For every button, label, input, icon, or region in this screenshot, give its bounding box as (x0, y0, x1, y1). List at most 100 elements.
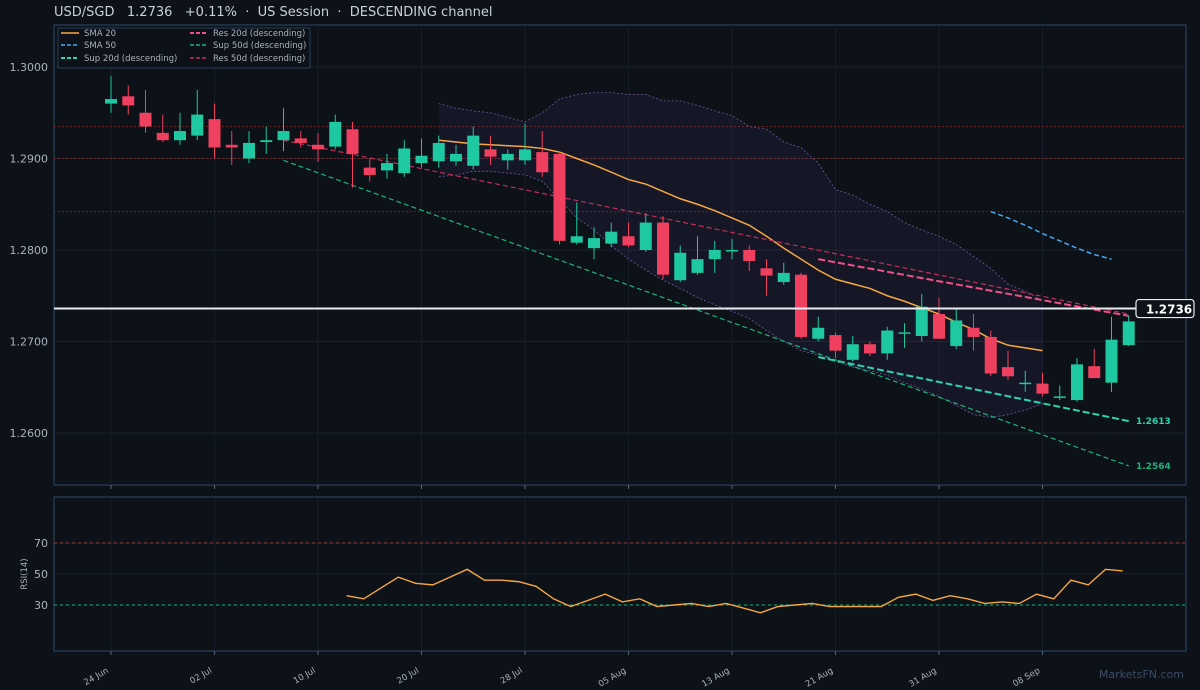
candle-body (1122, 321, 1135, 346)
series-line-sup-20d-descending- (818, 356, 1129, 423)
rsi-y-tick-label: 30 (34, 599, 48, 612)
candle-body (1088, 366, 1101, 379)
candle-body (605, 231, 618, 244)
y-tick-label: 1.2700 (10, 336, 49, 349)
candle-body (1071, 364, 1083, 401)
y-tick-label: 1.2900 (10, 153, 49, 166)
x-tick-label: 28 Jul (499, 666, 525, 687)
price-panel: 1.2600 1.2700 1.2800 1.2900 1.3000 1.2736 1.26… (10, 24, 1195, 489)
candle-body (381, 163, 393, 171)
candle-body (1036, 383, 1049, 394)
legend-label: SMA 50 (84, 41, 116, 51)
candle-body (1019, 382, 1032, 385)
candle-body (743, 250, 756, 261)
candle-body (501, 153, 514, 161)
x-tick-label: 24 Jun (82, 666, 110, 688)
candle-body (812, 327, 825, 339)
candle-body (933, 314, 945, 339)
candle-body (881, 330, 894, 354)
x-tick-label: 05 Aug (597, 666, 628, 690)
candle-body (156, 132, 169, 141)
candle-body (484, 149, 497, 157)
candle-body (570, 236, 583, 243)
candle-body (260, 140, 273, 143)
brand-watermark: MarketsFN.com (1098, 668, 1184, 681)
price-panel-frame (53, 24, 1187, 486)
candle-body (846, 344, 859, 360)
candle-body (657, 222, 669, 275)
x-tick-label: 10 Jul (292, 666, 318, 687)
rsi-axis-label: RSI(14) (20, 558, 30, 589)
legend-box (57, 27, 311, 69)
chart-title: USD/SGD 1.2736 +0.11% · US Session · DES… (54, 5, 493, 20)
y-tick-label: 1.3000 (10, 61, 49, 74)
candle-body (329, 121, 342, 147)
candle-body (622, 236, 635, 246)
candle-body (1002, 367, 1014, 377)
candle-body (415, 155, 428, 164)
candle-body (898, 332, 911, 334)
candle-body (553, 153, 566, 241)
legend-label: Sup 50d (descending) (213, 41, 306, 51)
candle-body (915, 306, 928, 337)
series-line-sup-50d-descending- (283, 159, 1129, 467)
candle-body (1053, 396, 1066, 398)
legend-label: Res 50d (descending) (213, 54, 305, 64)
candle-body (795, 274, 807, 337)
candle-body (294, 138, 307, 143)
y-tick-label: 1.2800 (10, 244, 49, 257)
x-tick-label: 31 Aug (907, 666, 938, 690)
candle-body (122, 96, 135, 106)
candle-body (984, 336, 997, 374)
x-tick-label: 21 Aug (804, 666, 835, 690)
candle-body (536, 152, 549, 173)
series-line-res-20d-descending- (818, 258, 1129, 317)
candle-body (174, 131, 186, 141)
candle-body (346, 129, 359, 154)
legend-label: Res 20d (descending) (213, 29, 305, 39)
series-line-sma-50 (990, 210, 1112, 260)
candle-body (139, 112, 152, 127)
y-tick-label: 1.2600 (10, 427, 49, 440)
candle-body (760, 268, 773, 276)
candle-body (726, 250, 738, 252)
rsi-panel: 24 Jun 02 Jul 10 Jul 20 Jul 28 Jul 05 Aug 13 A… (20, 496, 1187, 690)
x-tick-label: 20 Jul (395, 666, 421, 687)
candle-body (674, 252, 687, 281)
legend-label: Sup 20d (descending) (84, 54, 177, 64)
candle-body (467, 135, 480, 166)
candle-body (864, 344, 876, 354)
end-label: 1.2613 (1136, 417, 1171, 427)
rsi-y-tick-label: 70 (34, 537, 48, 550)
end-label: 1.2564 (1136, 462, 1171, 472)
x-tick-label: 13 Aug (700, 666, 731, 690)
candle-body (829, 335, 842, 351)
rsi-line (346, 568, 1123, 614)
candle-body (432, 142, 445, 162)
candle-body (588, 238, 600, 249)
x-tick-label: 08 Sep (1011, 666, 1042, 689)
candle-body (277, 131, 290, 141)
candle-body (243, 142, 255, 159)
x-tick-label: 02 Jul (188, 666, 214, 687)
last-price-label: 1.2736 (1146, 303, 1192, 317)
candle-body (691, 259, 704, 273)
candle-body (1105, 339, 1118, 383)
candle-body (519, 149, 531, 161)
last-price-box (1135, 298, 1195, 319)
candle-body (208, 119, 221, 148)
legend-label: SMA 20 (84, 29, 116, 39)
candle-body (105, 99, 117, 104)
candle-body (312, 144, 324, 150)
candle-body (967, 327, 980, 337)
band-upper-line (438, 92, 1043, 301)
rsi-y-tick-label: 50 (34, 568, 48, 581)
candle-body (777, 272, 790, 283)
candle-body (950, 320, 963, 347)
candle-body (191, 114, 204, 136)
candle-body (639, 222, 652, 250)
candle-body (363, 167, 376, 175)
candle-body (708, 250, 721, 260)
candle-body (450, 153, 462, 162)
